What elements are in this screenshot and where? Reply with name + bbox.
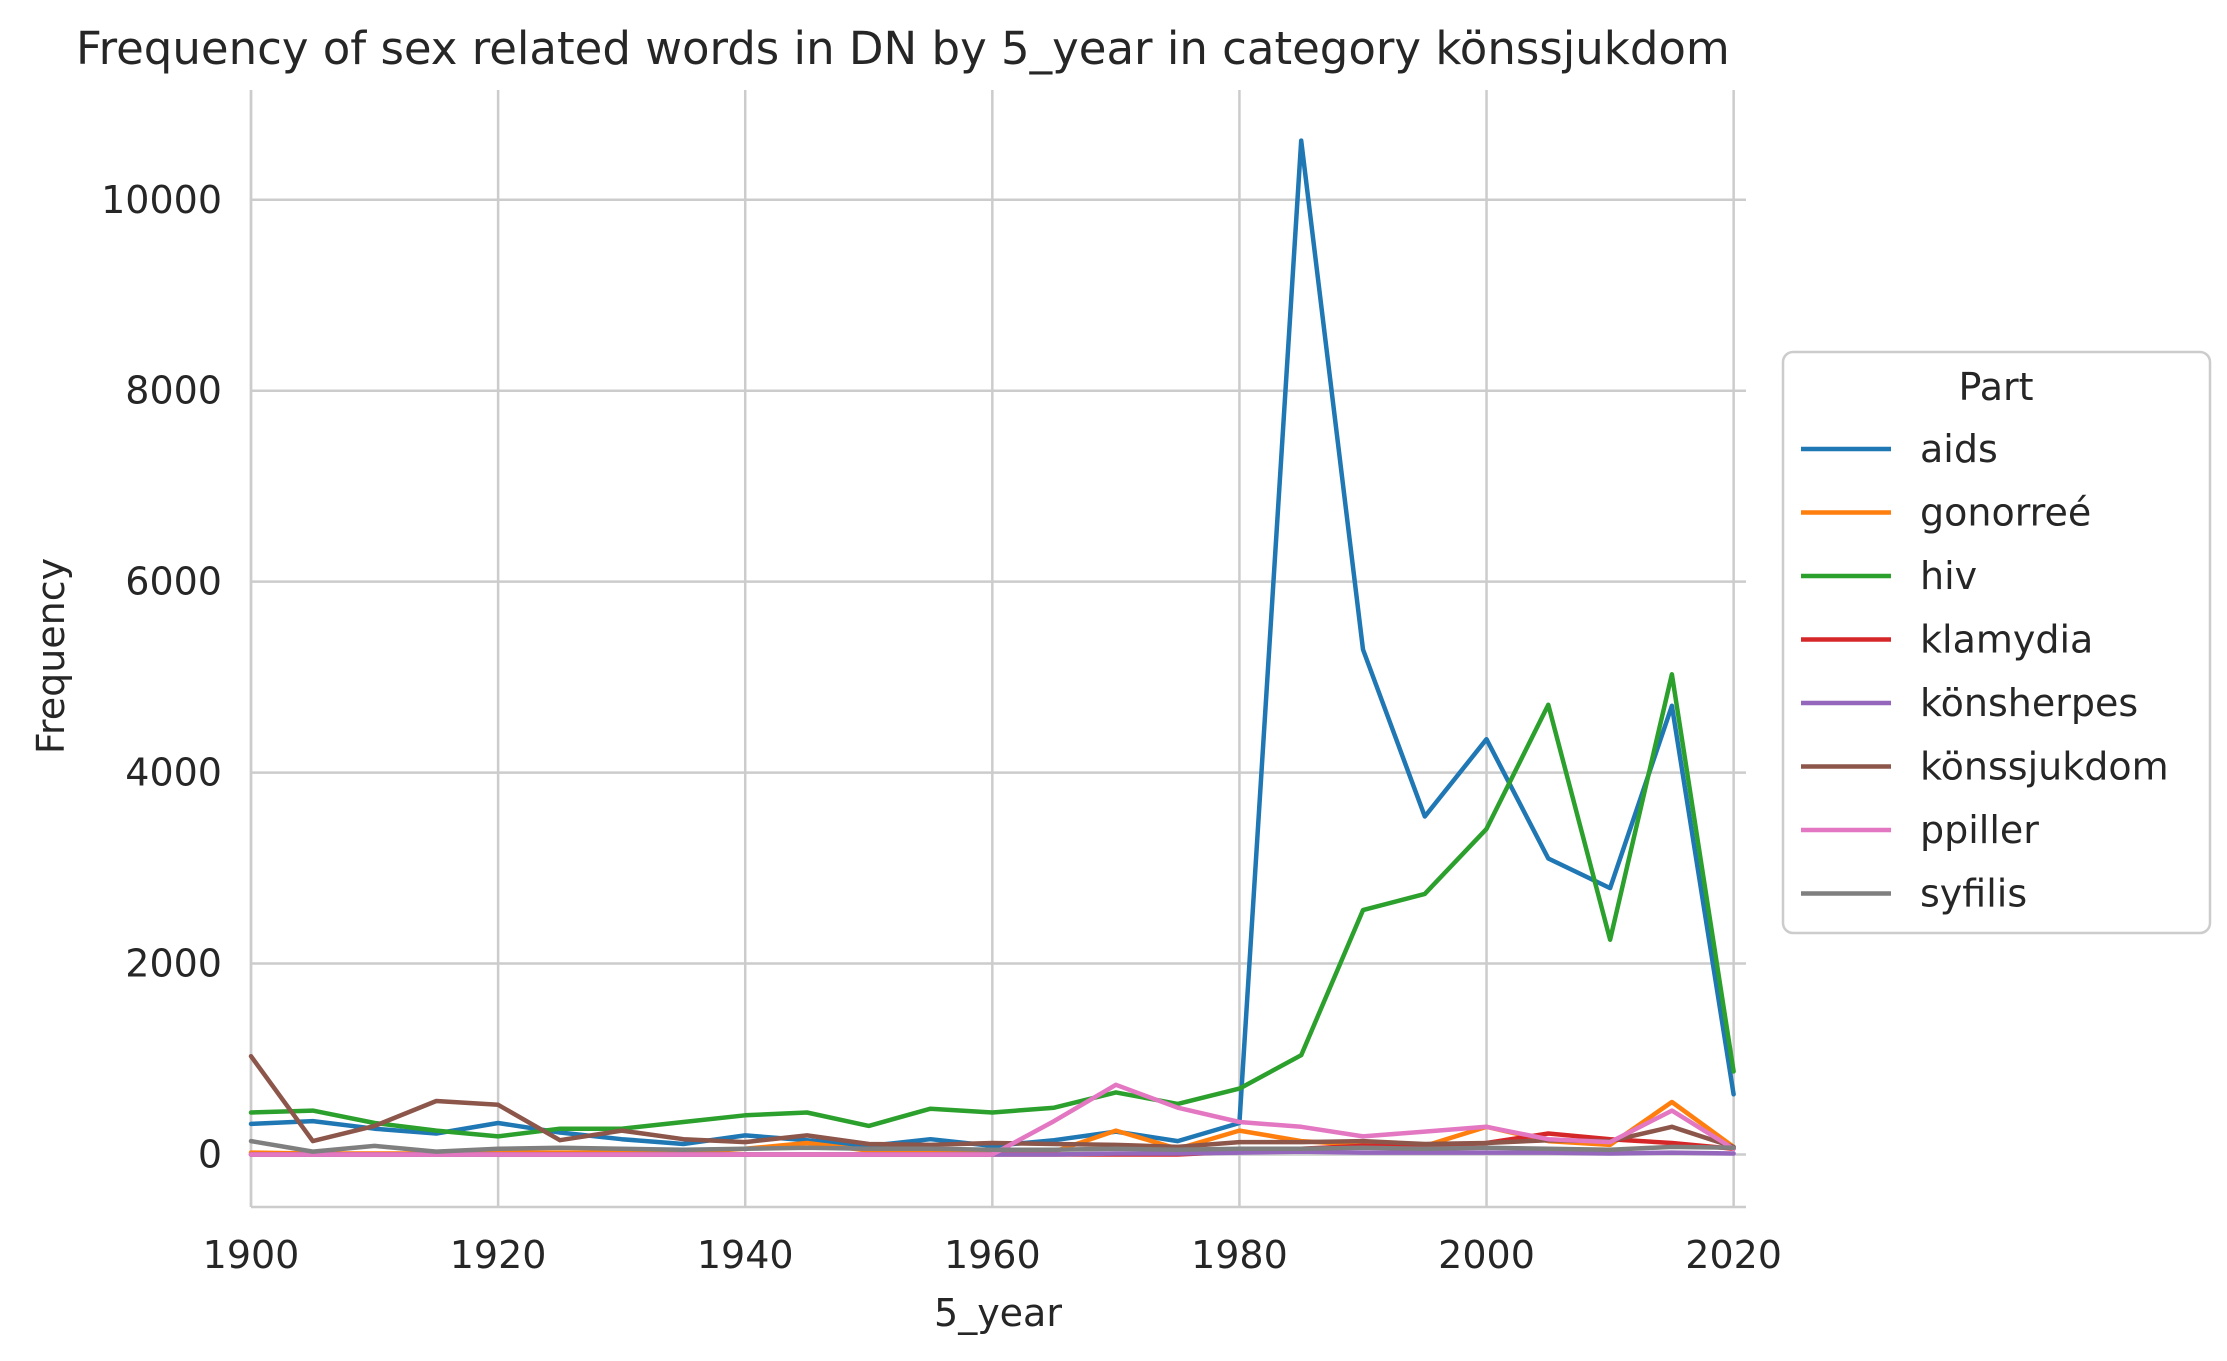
x-tick-label: 1900: [203, 1233, 300, 1277]
legend-label-gonorreé: gonorreé: [1920, 491, 2091, 535]
legend-box: [1781, 350, 2212, 935]
series-line-syfilis: [248, 1138, 1736, 1154]
y-axis-label: Frequency: [29, 558, 73, 754]
chart-title: Frequency of sex related words in DN by …: [76, 22, 1730, 75]
x-tick-label: 1940: [697, 1233, 794, 1277]
legend-label-könssjukdom: könssjukdom: [1920, 745, 2169, 789]
x-tick-label: 2000: [1438, 1233, 1535, 1277]
x-tick-labels: 1900 1920 1940 1960 1980 2000 2020: [203, 1233, 1782, 1277]
y-tick-label: 8000: [125, 369, 222, 413]
legend-label-ppiller: ppiller: [1920, 808, 2039, 852]
legend-label-syfilis: syfilis: [1920, 872, 2027, 916]
legend-label-könsherpes: könsherpes: [1920, 681, 2138, 725]
y-tick-label: 10000: [101, 178, 222, 222]
x-tick-label: 1960: [944, 1233, 1041, 1277]
series-line-könssjukdom: [248, 1053, 1736, 1150]
y-tick-label: 2000: [125, 942, 222, 986]
series-line-ppiller: [248, 1082, 1736, 1157]
legend-entries: aids gonorreé hiv klamydia könsherpes könssju…: [1801, 427, 2169, 916]
x-axis-label: 5_year: [934, 1291, 1062, 1335]
series-lines: [248, 138, 1736, 1157]
x-tick-label: 1920: [450, 1233, 547, 1277]
y-tick-label: 6000: [125, 560, 222, 604]
legend-label-klamydia: klamydia: [1920, 618, 2093, 662]
legend-label-hiv: hiv: [1920, 554, 1977, 598]
legend-label-aids: aids: [1920, 427, 1998, 471]
y-tick-label: 0: [198, 1132, 222, 1176]
axis-spines: [249, 90, 1746, 1209]
x-tick-label: 1980: [1191, 1233, 1288, 1277]
y-tick-label: 4000: [125, 751, 222, 795]
gridlines: [249, 90, 1746, 1207]
series-line-aids: [248, 138, 1736, 1149]
legend-title: Part: [1958, 365, 2033, 409]
legend: Part aids gonorreé hiv klamydia könsherpes kö…: [1781, 350, 2212, 935]
y-tick-labels: 0 2000 4000 6000 8000 10000: [101, 178, 222, 1177]
x-tick-label: 2020: [1685, 1233, 1782, 1277]
series-line-hiv: [248, 672, 1736, 1139]
